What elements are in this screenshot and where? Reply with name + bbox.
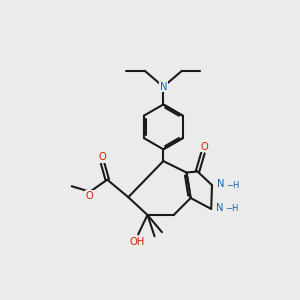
Text: −H: −H <box>225 204 239 213</box>
Text: O: O <box>200 142 208 152</box>
Text: −H: −H <box>226 181 240 190</box>
Text: N: N <box>216 203 224 213</box>
Text: O: O <box>98 152 106 162</box>
Text: OH: OH <box>129 237 144 247</box>
Text: N: N <box>217 179 224 189</box>
Text: O: O <box>85 191 93 201</box>
Text: N: N <box>160 82 167 92</box>
